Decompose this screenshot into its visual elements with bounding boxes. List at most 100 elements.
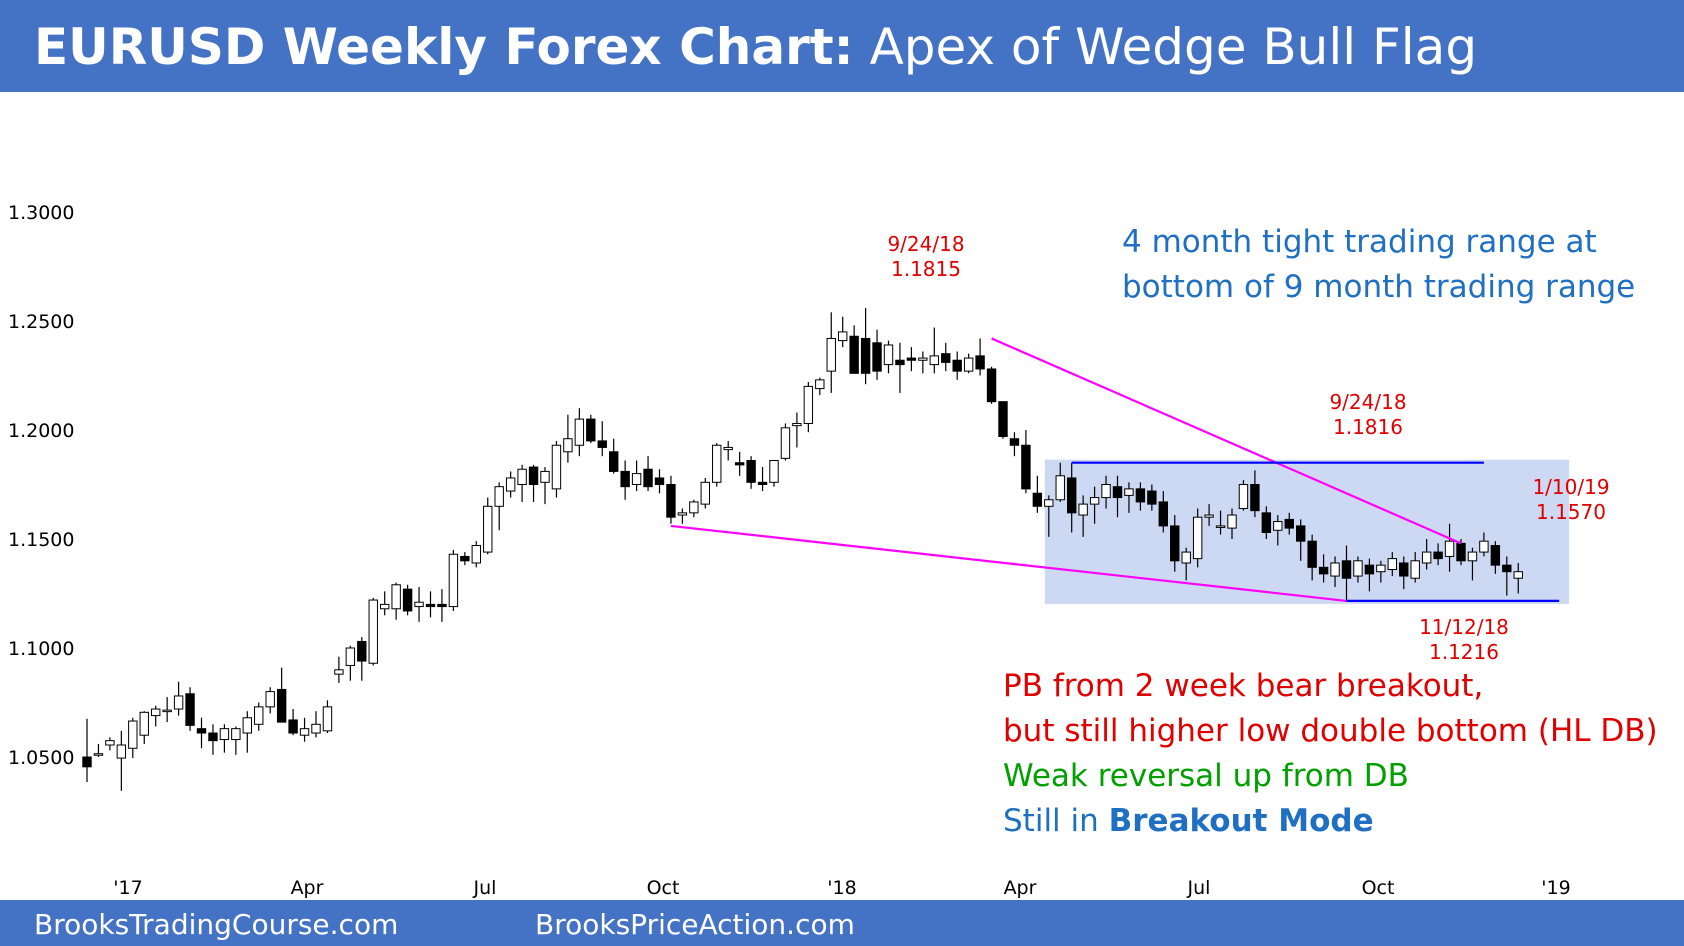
candle: [505, 471, 516, 498]
candle: [643, 456, 653, 492]
label-high-3-date: 1/10/19: [1532, 475, 1610, 499]
x-tick-label: Oct: [647, 877, 680, 899]
candle-body-bull: [1215, 525, 1226, 528]
candle-body-bull: [139, 711, 149, 736]
candle-body-bear: [941, 353, 951, 363]
candle-body-bear: [998, 401, 1008, 438]
candle: [528, 464, 539, 502]
candle: [483, 497, 493, 555]
candle: [1330, 556, 1340, 587]
candle-body-bear: [849, 335, 859, 374]
x-tick-label: '18: [827, 877, 856, 899]
candle: [1410, 552, 1420, 583]
candle: [1158, 491, 1168, 533]
y-tick-label: 1.1500: [8, 529, 74, 551]
title-bold: EURUSD Weekly Forex Chart:: [34, 18, 854, 76]
candle-body-bear: [1456, 542, 1466, 562]
candle-body-bull: [700, 481, 710, 505]
candle-body-bull: [1089, 497, 1100, 505]
candle-body-bull: [391, 584, 401, 610]
candle: [963, 353, 974, 374]
candle-body-bear: [276, 688, 287, 723]
candle: [769, 460, 779, 487]
candle-body-bull: [471, 545, 482, 564]
candle-body-bear: [1284, 518, 1294, 529]
candle: [1502, 556, 1512, 596]
candle-body-bull: [483, 505, 493, 553]
candle: [1490, 541, 1501, 574]
candle: [414, 586, 424, 622]
candle-body-bull: [929, 355, 939, 366]
candle: [918, 351, 928, 374]
label-high-1-price: 1.1815: [891, 257, 961, 281]
candle: [1044, 495, 1054, 537]
candle: [116, 730, 127, 791]
candle: [1124, 482, 1134, 513]
candle-body-bull: [563, 438, 573, 453]
candle: [1433, 543, 1443, 566]
candle: [471, 541, 482, 568]
label-high-2: 9/24/18 1.1816: [1323, 390, 1413, 440]
candle-body-bull: [1078, 503, 1088, 516]
candle: [620, 460, 630, 500]
y-tick-label: 1.2000: [8, 420, 74, 442]
candle-body-bear: [586, 418, 596, 442]
candle-body-bull: [1467, 551, 1478, 562]
candle: [563, 414, 573, 463]
candle-body-bear: [1147, 490, 1157, 505]
candle-body-bear: [357, 640, 367, 662]
candle: [1170, 515, 1180, 572]
candle-body-bull: [414, 601, 424, 608]
candle: [128, 717, 138, 759]
candle-body-bull: [1124, 488, 1134, 496]
candle: [1021, 430, 1031, 494]
candle: [723, 440, 733, 461]
trendline-wedge-bottom: [670, 524, 1347, 603]
candle: [975, 338, 985, 376]
candle-body-bear: [952, 359, 962, 372]
candle: [1101, 475, 1111, 509]
candle: [734, 451, 745, 476]
candle-body-bear: [1250, 484, 1260, 512]
candle: [1513, 562, 1523, 594]
candle: [998, 401, 1008, 439]
candle-body-bull: [1044, 499, 1054, 507]
candle-body-bull: [1410, 560, 1420, 579]
candle-body-bear: [288, 719, 298, 734]
candle-body-bull: [883, 344, 894, 366]
annotation-blue-line2: bottom of 9 month trading range: [1122, 269, 1636, 305]
candle: [334, 656, 344, 683]
candle-body-bull: [494, 486, 504, 507]
candle-body-bear: [1021, 444, 1031, 490]
candle: [941, 342, 951, 372]
label-low-date: 11/12/18: [1419, 615, 1509, 639]
candle: [1444, 523, 1455, 572]
candle-body-bull: [345, 647, 356, 666]
x-tick-label: Jul: [1187, 877, 1211, 899]
annotation-bottom: PB from 2 week bear breakout, but still …: [1003, 664, 1658, 844]
label-low-price: 1.1216: [1429, 640, 1499, 664]
candle: [1089, 486, 1100, 524]
candle-body-bull: [1330, 562, 1340, 577]
candle-body-bull: [334, 669, 344, 675]
candle-body-bull: [1387, 558, 1397, 571]
candle: [849, 325, 859, 374]
candle-body-bull: [162, 709, 172, 713]
candle: [219, 724, 230, 753]
candle-body-bull: [963, 357, 974, 372]
candle-body-bear: [860, 337, 871, 374]
candle-body-bull: [1192, 516, 1203, 560]
candle: [402, 584, 413, 616]
candle-body-bull: [769, 460, 779, 483]
candle-body-bull: [689, 501, 699, 514]
candle: [1479, 532, 1489, 557]
candle-body-bear: [460, 555, 470, 562]
candle-body-bull: [231, 728, 241, 741]
candle-body-bull: [803, 385, 814, 424]
candle-body-bull: [505, 477, 516, 492]
candle: [151, 705, 161, 727]
candle: [380, 591, 390, 616]
candle: [1135, 482, 1146, 511]
candle: [1032, 475, 1043, 513]
candle: [1147, 484, 1157, 511]
